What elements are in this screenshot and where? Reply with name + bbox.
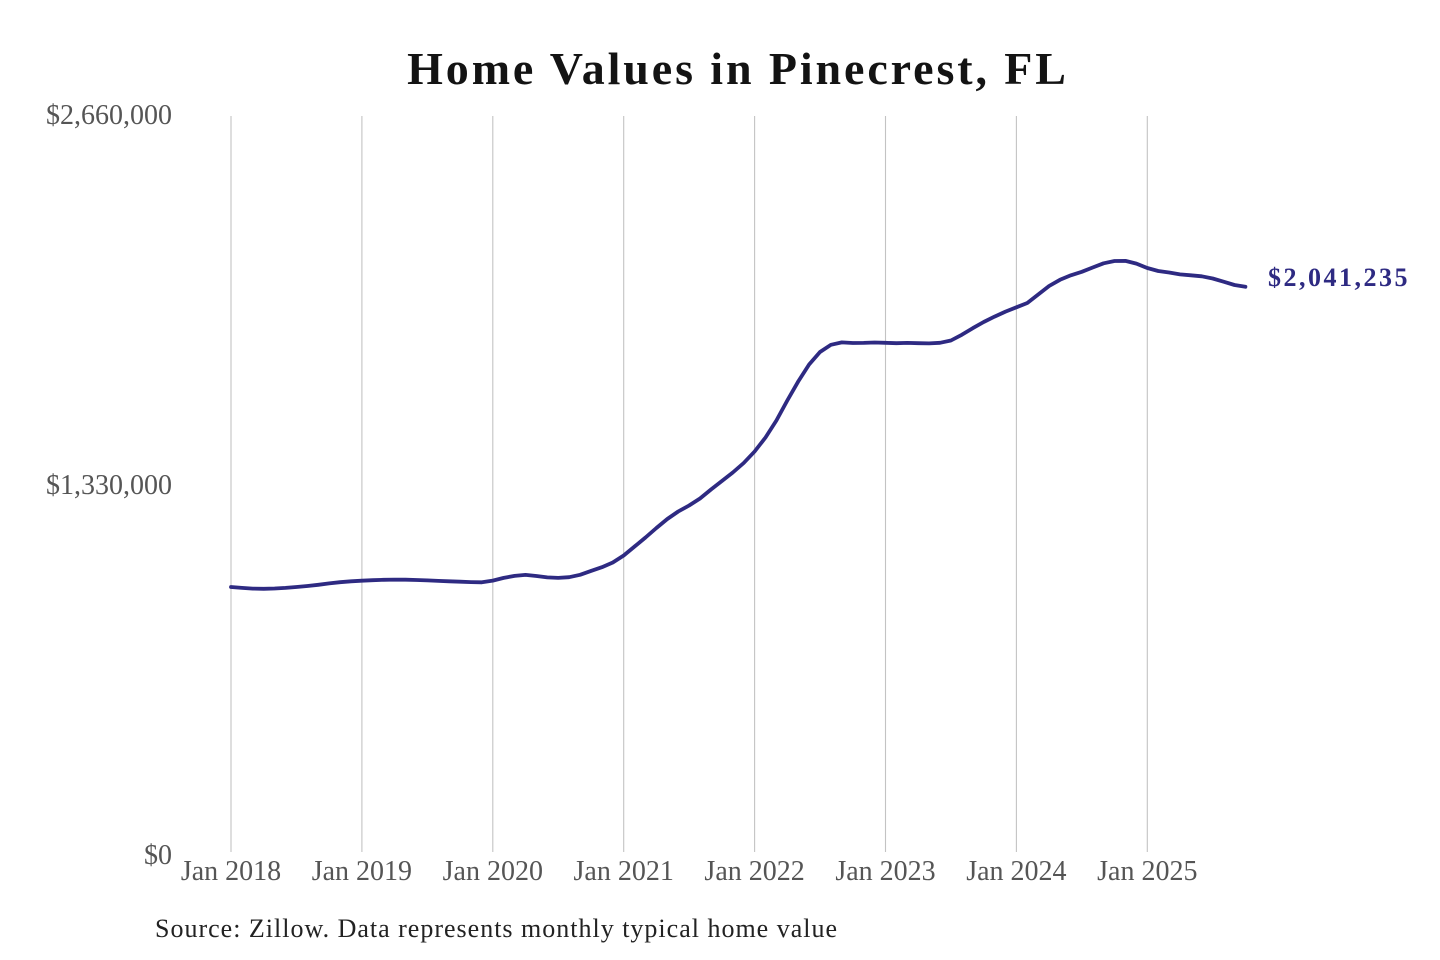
svg-text:$2,041,235: $2,041,235 bbox=[1268, 263, 1410, 292]
svg-text:Jan 2021: Jan 2021 bbox=[574, 856, 674, 887]
svg-text:Jan 2022: Jan 2022 bbox=[704, 856, 804, 887]
svg-text:$2,660,000: $2,660,000 bbox=[46, 100, 172, 131]
svg-text:$0: $0 bbox=[144, 840, 172, 871]
svg-text:Jan 2025: Jan 2025 bbox=[1097, 856, 1197, 887]
svg-text:Source: Zillow. Data represent: Source: Zillow. Data represents monthly … bbox=[155, 914, 838, 943]
svg-text:Jan 2019: Jan 2019 bbox=[312, 856, 412, 887]
svg-text:Home Values in Pinecrest, FL: Home Values in Pinecrest, FL bbox=[407, 43, 1069, 94]
svg-text:Jan 2024: Jan 2024 bbox=[966, 856, 1066, 887]
svg-text:Jan 2018: Jan 2018 bbox=[181, 856, 281, 887]
svg-text:Jan 2020: Jan 2020 bbox=[443, 856, 543, 887]
svg-text:Jan 2023: Jan 2023 bbox=[835, 856, 935, 887]
svg-text:$1,330,000: $1,330,000 bbox=[46, 470, 172, 501]
